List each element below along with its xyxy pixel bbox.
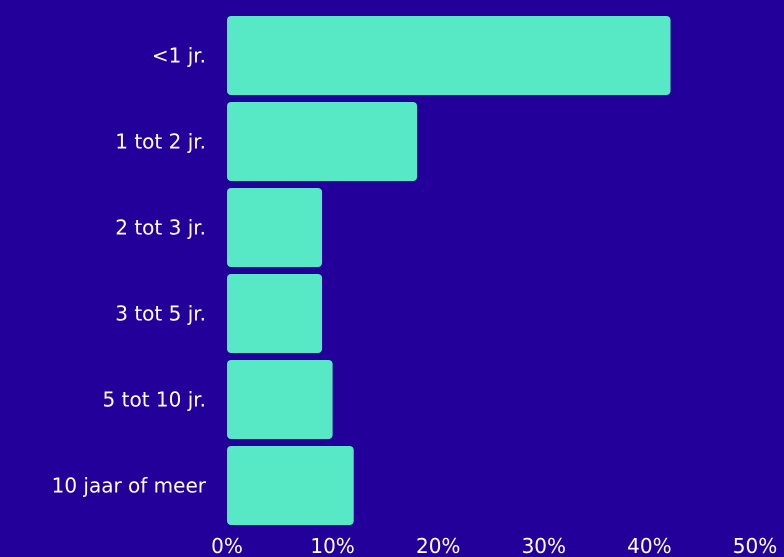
bar-0 bbox=[227, 16, 671, 95]
category-label: 3 tot 5 jr. bbox=[115, 302, 206, 326]
x-tick-label: 50% bbox=[733, 534, 777, 557]
category-label: 5 tot 10 jr. bbox=[103, 388, 206, 412]
bars-group bbox=[227, 16, 671, 525]
x-tick-label: 10% bbox=[310, 534, 354, 557]
bar-5 bbox=[227, 446, 354, 525]
x-tick-label: 30% bbox=[522, 534, 566, 557]
x-tick-label: 20% bbox=[416, 534, 460, 557]
x-tick-label: 0% bbox=[211, 534, 243, 557]
bar-2 bbox=[227, 188, 323, 267]
category-labels: <1 jr. 1 tot 2 jr. 2 tot 3 jr. 3 tot 5 jr. 5… bbox=[52, 44, 207, 498]
category-label: 10 jaar of meer bbox=[52, 474, 207, 498]
category-label: 1 tot 2 jr. bbox=[115, 130, 206, 154]
bar-4 bbox=[227, 360, 333, 439]
x-axis-tick-labels: 0% 10% 20% 30% 40% 50% bbox=[211, 534, 777, 557]
bar-1 bbox=[227, 102, 418, 181]
x-tick-label: 40% bbox=[627, 534, 671, 557]
category-label: 2 tot 3 jr. bbox=[115, 216, 206, 240]
bar-3 bbox=[227, 274, 323, 353]
category-label: <1 jr. bbox=[152, 44, 206, 68]
